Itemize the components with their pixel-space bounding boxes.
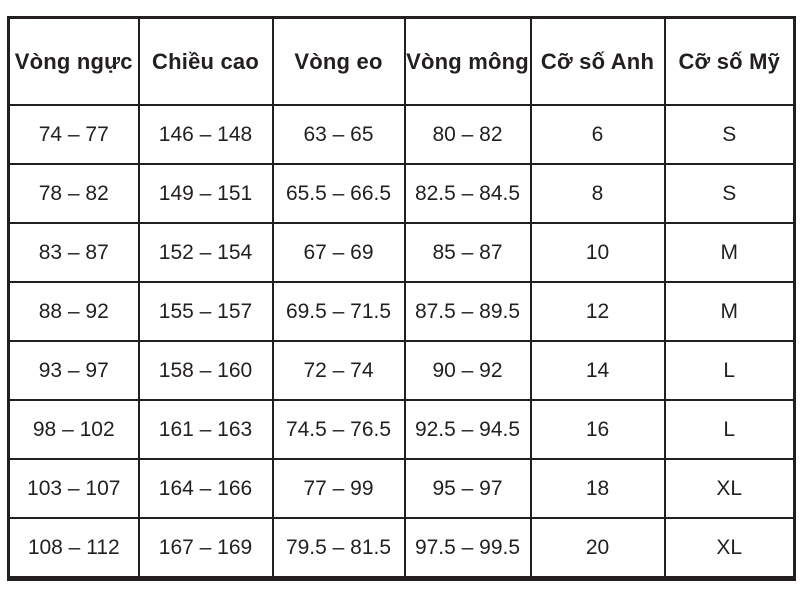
table-cell: 146 – 148 — [137, 104, 274, 165]
table-cell: 63 – 65 — [271, 104, 406, 165]
table-cell: M — [663, 222, 796, 283]
table-cell: 10 — [529, 222, 666, 283]
table-row: 83 – 87 152 – 154 67 – 69 85 – 87 10 M — [7, 222, 796, 283]
header-cell-height: Chiều cao — [137, 16, 274, 106]
table-cell: XL — [663, 458, 796, 519]
table-cell: 6 — [529, 104, 666, 165]
table-cell: 87.5 – 89.5 — [403, 281, 532, 342]
table-cell: 152 – 154 — [137, 222, 274, 283]
table-row: 74 – 77 146 – 148 63 – 65 80 – 82 6 S — [7, 104, 796, 165]
table-row: 108 – 112 167 – 169 79.5 – 81.5 97.5 – 9… — [7, 517, 796, 580]
table-cell: 67 – 69 — [271, 222, 406, 283]
table-cell: 158 – 160 — [137, 340, 274, 401]
table-cell: 92.5 – 94.5 — [403, 399, 532, 460]
table-cell: 82.5 – 84.5 — [403, 163, 532, 224]
table-cell: 93 – 97 — [7, 340, 140, 401]
table-cell: S — [663, 104, 796, 165]
table-row: 88 – 92 155 – 157 69.5 – 71.5 87.5 – 89.… — [7, 281, 796, 342]
table-cell: 14 — [529, 340, 666, 401]
table-row: 93 – 97 158 – 160 72 – 74 90 – 92 14 L — [7, 340, 796, 401]
table-cell: 83 – 87 — [7, 222, 140, 283]
table-cell: 12 — [529, 281, 666, 342]
header-cell-bust: Vòng ngực — [7, 16, 140, 106]
table-cell: M — [663, 281, 796, 342]
table-cell: L — [663, 399, 796, 460]
table-cell: 69.5 – 71.5 — [271, 281, 406, 342]
table-cell: 161 – 163 — [137, 399, 274, 460]
table-row: 98 – 102 161 – 163 74.5 – 76.5 92.5 – 94… — [7, 399, 796, 460]
table-cell: 8 — [529, 163, 666, 224]
table-cell: 80 – 82 — [403, 104, 532, 165]
table-cell: 20 — [529, 517, 666, 580]
table-cell: 77 – 99 — [271, 458, 406, 519]
header-cell-waist: Vòng eo — [271, 16, 406, 106]
table-cell: 78 – 82 — [7, 163, 140, 224]
table-cell: 16 — [529, 399, 666, 460]
table-cell: 164 – 166 — [137, 458, 274, 519]
table-cell: 167 – 169 — [137, 517, 274, 580]
table-cell: 149 – 151 — [137, 163, 274, 224]
table-cell: 65.5 – 66.5 — [271, 163, 406, 224]
table-cell: 108 – 112 — [7, 517, 140, 580]
table-cell: 90 – 92 — [403, 340, 532, 401]
table-cell: S — [663, 163, 796, 224]
table-cell: 18 — [529, 458, 666, 519]
table-cell: 79.5 – 81.5 — [271, 517, 406, 580]
table-cell: 74 – 77 — [7, 104, 140, 165]
header-cell-hip: Vòng mông — [403, 16, 532, 106]
table-cell: 98 – 102 — [7, 399, 140, 460]
table-cell: 72 – 74 — [271, 340, 406, 401]
table-cell: 103 – 107 — [7, 458, 140, 519]
header-cell-us-size: Cỡ số Mỹ — [663, 16, 796, 106]
size-chart-table: Vòng ngực Chiều cao Vòng eo Vòng mông Cỡ… — [7, 16, 796, 581]
table-cell: 97.5 – 99.5 — [403, 517, 532, 580]
table-cell: 95 – 97 — [403, 458, 532, 519]
header-cell-uk-size: Cỡ số Anh — [529, 16, 666, 106]
table-cell: 88 – 92 — [7, 281, 140, 342]
table-cell: 74.5 – 76.5 — [271, 399, 406, 460]
header-row: Vòng ngực Chiều cao Vòng eo Vòng mông Cỡ… — [7, 16, 796, 106]
table-cell: XL — [663, 517, 796, 580]
table-cell: L — [663, 340, 796, 401]
table-row: 103 – 107 164 – 166 77 – 99 95 – 97 18 X… — [7, 458, 796, 519]
table-row: 78 – 82 149 – 151 65.5 – 66.5 82.5 – 84.… — [7, 163, 796, 224]
table-cell: 155 – 157 — [137, 281, 274, 342]
table-cell: 85 – 87 — [403, 222, 532, 283]
